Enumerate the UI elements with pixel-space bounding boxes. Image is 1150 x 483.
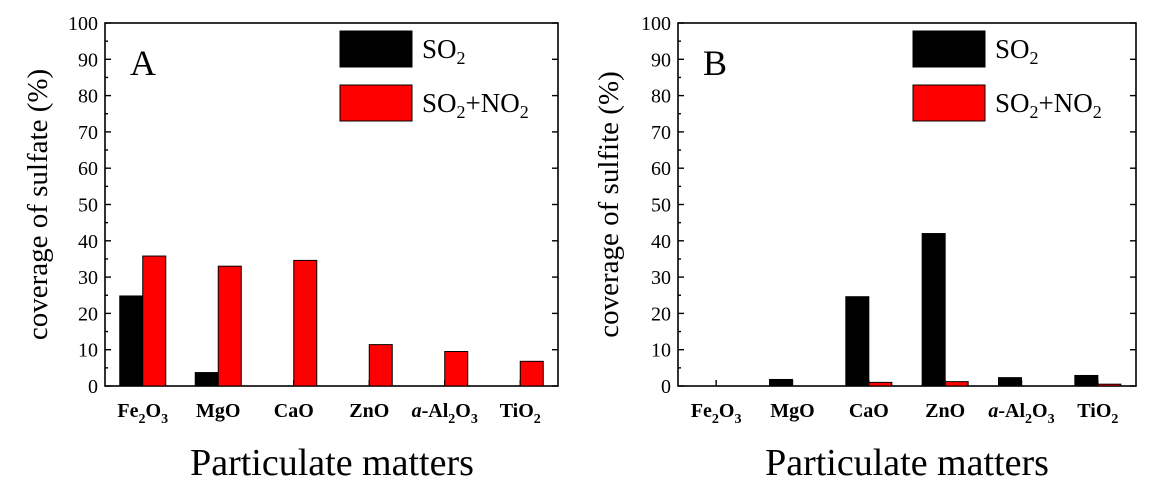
panel-letter: B [703,43,727,83]
y-tick-label: 40 [78,231,98,253]
y-tick-label: 80 [78,86,98,108]
y-tick-label: 60 [78,158,98,180]
legend-label-so2-no2: SO2+NO2 [422,88,529,122]
category-label: MgO [196,400,240,422]
legend-swatch-so2 [339,30,413,68]
bar-so2-no2-4 [444,351,469,387]
y-tick-label: 70 [651,122,671,144]
y-tick-label: 100 [641,13,671,35]
bar-so2-no2-5 [1097,383,1122,387]
y-axis-label: coverage of sulfate (%) [22,69,54,340]
category-label: a-Al2O3 [412,400,478,427]
bar-so2-no2-5 [519,360,544,387]
category-label: TiO2 [500,400,541,427]
panel-b-sulfite-chart: 0 10 20 30 40 50 60 70 80 90 100 Fe2O3 MgO CaO ZnO a-Al… [593,13,1137,483]
plot-frame [677,22,1137,387]
y-axis-label: coverage of sulfite (%) [593,71,625,338]
y-tick-label: 30 [78,267,98,289]
y-tick-label: 70 [78,122,98,144]
bar-so2-no2-0 [142,255,167,387]
bar-so2-no2-1 [217,265,242,387]
bar-so2-no2-3 [368,344,393,387]
legend-swatch-so2-no2 [912,84,986,122]
y-tick-label: 10 [78,340,98,362]
category-label: CaO [274,400,314,422]
category-label: CaO [849,400,889,422]
bar-so2-0 [119,295,144,387]
y-tick-label: 30 [651,267,671,289]
legend: SO2 SO2+NO2 [339,30,529,122]
x-axis-label: Particulate matters [190,442,474,483]
category-label: a-Al2O3 [988,400,1054,427]
y-tick-label: 20 [651,303,671,325]
y-tick-label: 50 [651,195,671,217]
bar-so2-2 [845,296,870,387]
y-tick-label: 80 [651,86,671,108]
bar-so2-3 [921,233,946,387]
legend-label-so2: SO2 [995,34,1039,68]
category-label: MgO [770,400,814,422]
category-label: Fe2O3 [691,400,742,427]
y-tick-label: 50 [78,195,98,217]
bar-so2-1 [194,372,219,387]
bar-so2-no2-3 [944,381,969,387]
bar-so2-no2-2 [868,381,893,387]
legend-swatch-so2 [912,30,986,68]
legend-label-so2-no2: SO2+NO2 [995,88,1102,122]
bar-so2-4 [998,377,1022,387]
x-axis-label: Particulate matters [765,442,1049,483]
panel-a-sulfate-chart: 0 10 20 30 40 50 60 70 80 90 100 Fe2O3 MgO CaO ZnO a-Al… [22,13,559,483]
category-label: ZnO [925,400,965,422]
category-label: TiO2 [1077,400,1118,427]
legend: SO2 SO2+NO2 [912,30,1102,122]
y-tick-label: 90 [651,49,671,71]
category-label: Fe2O3 [117,400,168,427]
y-tick-label: 100 [68,13,98,35]
y-tick-label: 20 [78,303,98,325]
category-label: ZnO [349,400,389,422]
bar-so2-5 [1074,374,1099,387]
y-tick-label: 0 [661,376,671,398]
panel-letter: A [130,43,156,83]
y-tick-label: 60 [651,158,671,180]
y-tick-label: 0 [88,376,98,398]
legend-swatch-so2-no2 [339,84,413,122]
bar-so2-no2-2 [293,259,318,387]
y-tick-label: 40 [651,231,671,253]
y-tick-label: 10 [651,340,671,362]
legend-label-so2: SO2 [422,34,466,68]
y-tick-label: 90 [78,49,98,71]
bar-so2-1 [769,378,793,387]
plot-frame [104,22,559,387]
